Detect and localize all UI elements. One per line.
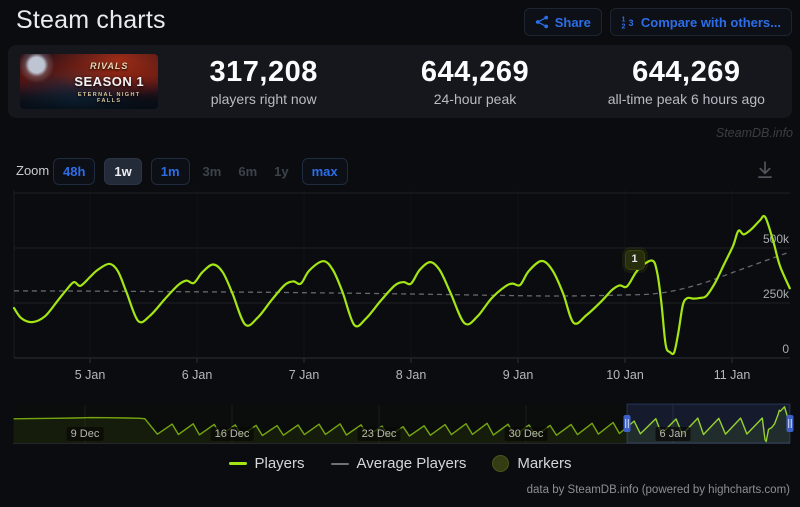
navigator-line — [13, 406, 791, 443]
markers-swatch-icon — [492, 455, 510, 472]
x-axis-label: 5 Jan — [75, 368, 106, 382]
navigator-right-handle[interactable] — [786, 415, 794, 432]
legend-item-markers[interactable]: Markers — [492, 455, 572, 472]
footer-credit: data by SteamDB.info (powered by highcha… — [526, 484, 790, 496]
page-title: Steam charts — [16, 6, 166, 34]
legend: Players Average Players Markers — [0, 455, 800, 472]
stat-players-now: 317,208 players right now — [158, 56, 369, 107]
zoom-button-6m: 6m — [238, 164, 258, 179]
legend-players-label: Players — [254, 455, 305, 472]
navigator-date-label: 9 Dec — [66, 427, 104, 441]
legend-item-players[interactable]: Players — [228, 455, 305, 472]
y-axis-label: 0 — [782, 342, 789, 356]
stat-players-now-label: players right now — [210, 91, 317, 107]
download-button[interactable] — [754, 159, 778, 183]
navigator-date-label: 6 Jan — [655, 427, 691, 441]
x-axis-label: 8 Jan — [396, 368, 427, 382]
zoom-button-3m: 3m — [202, 164, 222, 179]
zoom-button-1m[interactable]: 1m — [150, 158, 190, 185]
share-button-label: Share — [554, 14, 591, 30]
y-axis-label: 500k — [763, 232, 790, 246]
x-axis-label: 10 Jan — [606, 368, 644, 382]
download-icon — [754, 161, 776, 185]
zoom-button-max[interactable]: max — [301, 158, 348, 185]
stat-players-now-value: 317,208 — [209, 56, 318, 88]
header-buttons: Share 1 2 3 Compare with others... — [523, 8, 792, 36]
compare-button-label: Compare with others... — [640, 14, 781, 30]
svg-text:2: 2 — [621, 24, 625, 30]
stat-alltime-peak: 644,269 all-time peak 6 hours ago — [581, 56, 792, 107]
marker-flag[interactable]: 1 — [624, 250, 645, 270]
sort-numeric-icon: 1 2 3 — [621, 15, 635, 30]
steamdb-watermark: SteamDB.info — [715, 126, 793, 140]
stat-24h-peak: 644,269 24-hour peak — [369, 56, 580, 107]
x-axis-label: 6 Jan — [182, 368, 213, 382]
zoom-label: Zoom — [16, 163, 50, 178]
svg-text:3: 3 — [628, 18, 633, 28]
average-line-swatch-icon — [330, 462, 349, 465]
share-icon — [535, 15, 549, 29]
banner-season-title: SEASON 1 — [74, 74, 145, 89]
share-button[interactable]: Share — [523, 8, 602, 36]
navigator-area — [13, 406, 791, 443]
zoom-button-1w[interactable]: 1w — [104, 158, 142, 185]
navigator-left-handle[interactable] — [623, 415, 631, 432]
navigator-date-label: 16 Dec — [210, 427, 254, 441]
stats-panel: RIVALS SEASON 1 ETERNAL NIGHT FALLS 317,… — [8, 45, 792, 118]
stat-24h-peak-label: 24-hour peak — [433, 91, 517, 107]
legend-markers-label: Markers — [517, 455, 572, 472]
main-chart[interactable]: 5 Jan 6 Jan 7 Jan 8 Jan 9 Jan 10 Jan 11 Jan 500… — [0, 190, 800, 402]
x-axis-label: 11 Jan — [714, 368, 751, 382]
svg-text:1: 1 — [621, 17, 625, 24]
zoom-button-1y: 1y — [274, 164, 289, 179]
stat-alltime-peak-label: all-time peak 6 hours ago — [607, 91, 765, 107]
zoom-buttons: 48h 1w 1m 3m 6m 1y max — [53, 158, 348, 185]
game-banner: RIVALS SEASON 1 ETERNAL NIGHT FALLS — [20, 54, 158, 109]
legend-item-average-players[interactable]: Average Players — [330, 455, 467, 472]
compare-button[interactable]: 1 2 3 Compare with others... — [609, 8, 792, 36]
average-players-line — [13, 251, 791, 297]
navigator-date-label: 30 Dec — [504, 427, 548, 441]
stat-24h-peak-value: 644,269 — [420, 56, 530, 88]
zoom-button-48h[interactable]: 48h — [53, 158, 96, 185]
players-line-swatch-icon — [228, 462, 247, 465]
x-axis-label: 7 Jan — [289, 368, 320, 382]
navigator-chart[interactable] — [0, 403, 800, 451]
banner-season-subtitle: ETERNAL NIGHT FALLS — [77, 92, 141, 104]
banner-logo-text: RIVALS — [90, 61, 129, 71]
legend-average-label: Average Players — [356, 455, 467, 472]
navigator-selection[interactable] — [626, 403, 791, 444]
navigator-date-label: 23 Dec — [357, 427, 401, 441]
players-line — [12, 214, 791, 356]
y-axis-label: 250k — [763, 287, 790, 301]
x-axis-label: 9 Jan — [503, 368, 534, 382]
stat-alltime-peak-value: 644,269 — [632, 56, 741, 88]
